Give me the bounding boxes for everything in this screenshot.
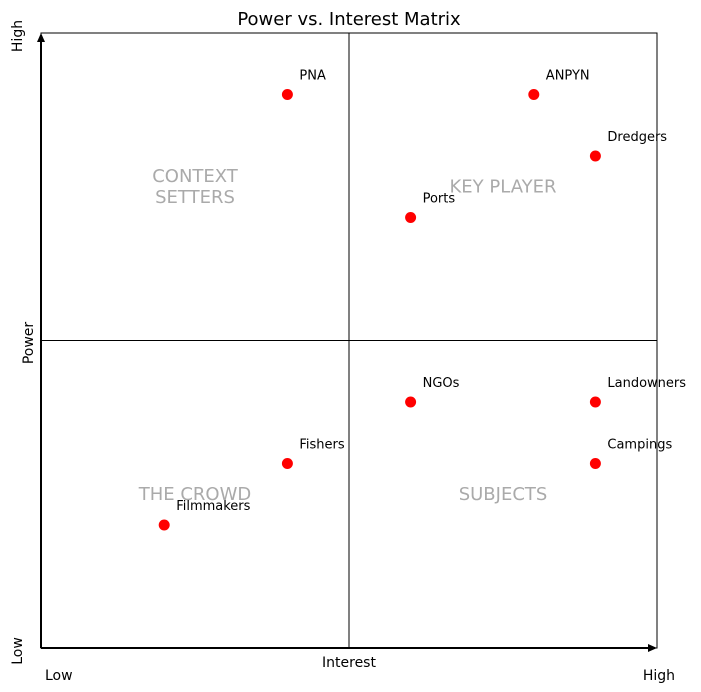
- point-label-anpyn: ANPYN: [546, 69, 590, 84]
- quadrant-label-context-setters: CONTEXT: [152, 166, 239, 187]
- point-label-dredgers: Dredgers: [607, 130, 667, 145]
- x-axis-arrowhead: [648, 644, 657, 652]
- point-ports: [405, 212, 417, 223]
- point-label-ports: Ports: [423, 192, 456, 207]
- point-anpyn: [528, 89, 540, 100]
- chart-title: Power vs. Interest Matrix: [237, 9, 461, 30]
- point-label-fishers: Fishers: [299, 438, 344, 453]
- axis-arrows: [37, 33, 657, 652]
- point-label-campings: Campings: [607, 438, 672, 453]
- y-axis-label: Power: [21, 322, 37, 365]
- y-high-label: High: [10, 20, 26, 52]
- point-label-filmmakers: Filmmakers: [176, 499, 250, 514]
- y-axis-arrowhead: [37, 33, 45, 42]
- quadrant-label-context-setters: SETTERS: [155, 187, 235, 208]
- quadrant-label-the-crowd: THE CROWD: [138, 484, 252, 505]
- point-pna: [281, 89, 293, 100]
- data-points: PNA ANPYN Dredgers Ports NGOs Landowners Fishe…: [158, 69, 686, 531]
- quadrant-label-key-player: KEY PLAYER: [450, 176, 557, 197]
- point-filmmakers: [158, 519, 170, 531]
- x-axis-label: Interest: [322, 655, 376, 671]
- point-label-pna: PNA: [299, 69, 326, 84]
- x-high-label: High: [643, 668, 675, 684]
- point-label-landowners: Landowners: [607, 376, 686, 391]
- y-low-label: Low: [10, 637, 26, 665]
- point-campings: [589, 458, 601, 469]
- point-fishers: [281, 458, 293, 469]
- quadrant-label-subjects: SUBJECTS: [459, 484, 548, 505]
- point-landowners: [589, 396, 601, 408]
- x-low-label: Low: [45, 668, 73, 684]
- point-dredgers: [589, 150, 601, 162]
- point-label-ngos: NGOs: [423, 376, 460, 391]
- point-ngos: [405, 396, 417, 408]
